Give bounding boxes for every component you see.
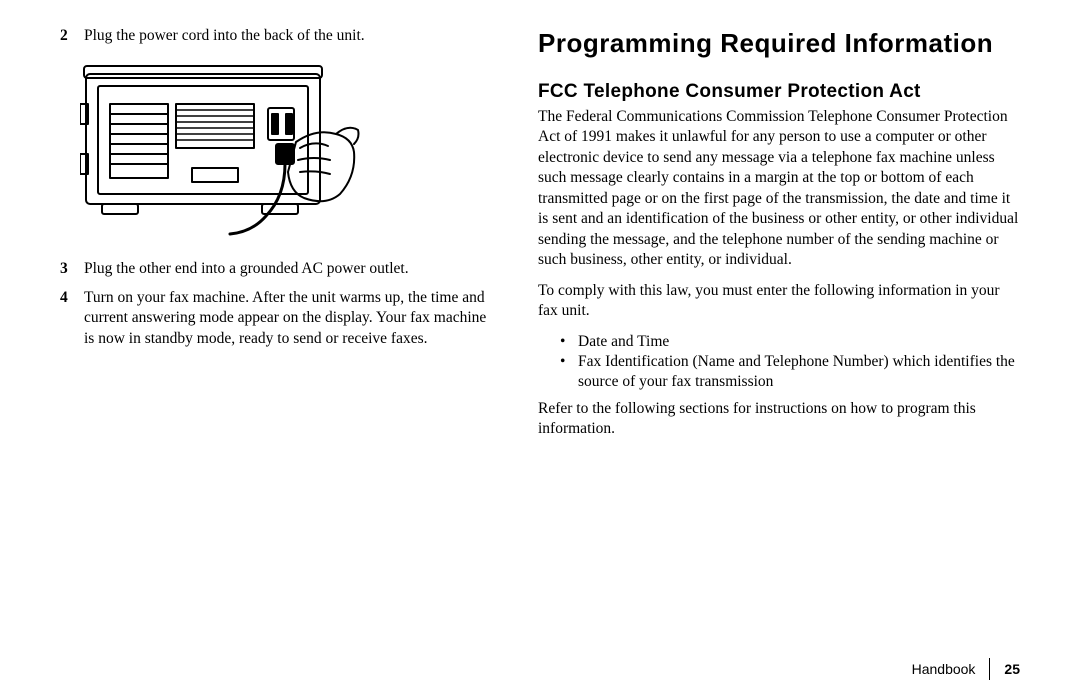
step-text: Plug the power cord into the back of the…	[84, 26, 490, 46]
step-3: 3 Plug the other end into a grounded AC …	[60, 259, 490, 279]
step-text: Turn on your fax machine. After the unit…	[84, 288, 490, 349]
right-column: Programming Required Information FCC Tel…	[538, 26, 1020, 678]
page: 2 Plug the power cord into the back of t…	[60, 26, 1020, 678]
list-item-text: Date and Time	[578, 332, 669, 352]
list-item-text: Fax Identification (Name and Telephone N…	[578, 352, 1020, 393]
step-2: 2 Plug the power cord into the back of t…	[60, 26, 490, 46]
bullet-dot-icon: •	[560, 352, 570, 393]
page-number: 25	[1004, 661, 1020, 677]
footer-label: Handbook	[912, 661, 976, 677]
step-number: 4	[60, 288, 72, 349]
section-heading: Programming Required Information	[538, 28, 1020, 59]
bullet-dot-icon: •	[560, 332, 570, 352]
page-footer: Handbook 25	[912, 658, 1020, 680]
step-4: 4 Turn on your fax machine. After the un…	[60, 288, 490, 349]
footer-divider	[989, 658, 990, 680]
paragraph: Refer to the following sections for inst…	[538, 399, 1020, 440]
paragraph: To comply with this law, you must enter …	[538, 281, 1020, 322]
subsection-heading: FCC Telephone Consumer Protection Act	[538, 81, 1020, 103]
step-text: Plug the other end into a grounded AC po…	[84, 259, 490, 279]
list-item: • Date and Time	[538, 332, 1020, 352]
left-column: 2 Plug the power cord into the back of t…	[60, 26, 490, 678]
fax-rear-illustration	[80, 56, 490, 241]
list-item: • Fax Identification (Name and Telephone…	[538, 352, 1020, 393]
step-number: 2	[60, 26, 72, 46]
step-number: 3	[60, 259, 72, 279]
bullet-list: • Date and Time • Fax Identification (Na…	[538, 332, 1020, 393]
paragraph: The Federal Communications Commission Te…	[538, 107, 1020, 271]
